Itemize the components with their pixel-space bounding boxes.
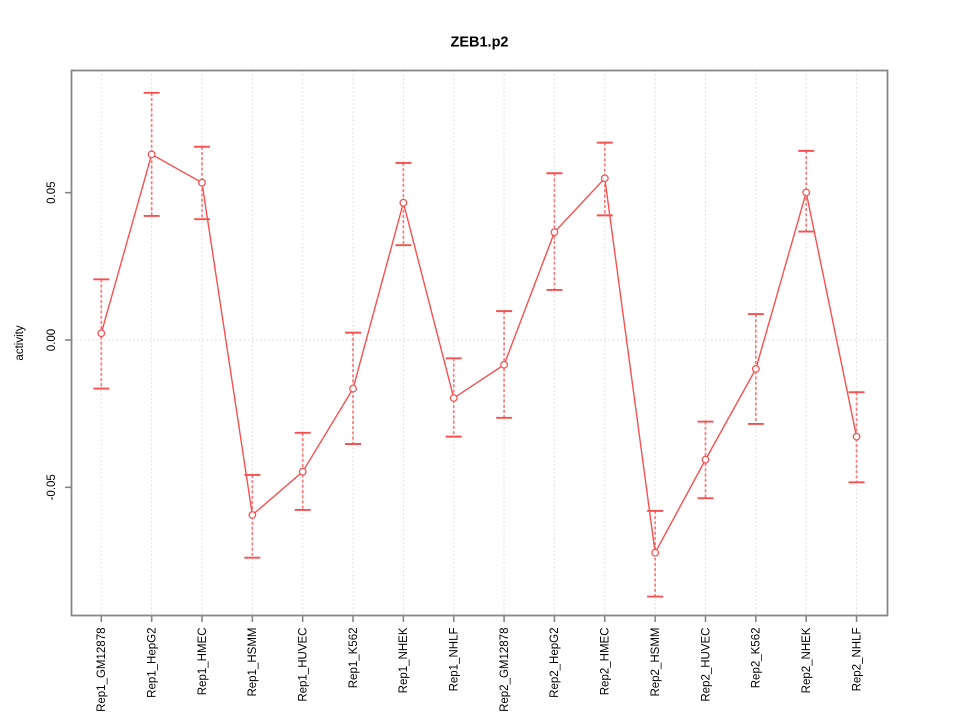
- data-point-marker: [852, 432, 861, 441]
- x-tick-label: Rep1_HepG2: [146, 628, 158, 698]
- data-point-marker: [802, 188, 811, 197]
- x-tick-label: Rep1_HMEC: [197, 628, 209, 696]
- x-tick-label: Rep1_K562: [348, 628, 360, 689]
- data-point-marker: [198, 178, 206, 187]
- y-tick-label: 0.05: [46, 182, 58, 204]
- data-point-marker: [701, 455, 710, 464]
- data-point-marker: [147, 150, 156, 159]
- data-point-marker: [600, 174, 609, 183]
- y-axis-label: activity: [14, 325, 26, 360]
- x-tick-label: Rep2_NHEK: [801, 627, 813, 693]
- data-point-marker: [298, 467, 307, 476]
- y-tick-label: 0.00: [46, 329, 58, 351]
- data-point-marker: [550, 228, 559, 237]
- plot-border: [70, 69, 889, 617]
- data-point-marker: [248, 511, 257, 519]
- chart-title: ZEB1.p2: [450, 35, 508, 51]
- x-tick-label: Rep1_HSMM: [247, 628, 259, 697]
- x-tick-label: Rep2_K562: [751, 628, 763, 689]
- data-point-marker: [449, 394, 458, 402]
- data-point-marker: [399, 198, 408, 207]
- x-tick-label: Rep2_HMEC: [600, 628, 612, 696]
- x-tick-label: Rep2_HUVEC: [700, 628, 712, 702]
- data-point-marker: [651, 548, 660, 557]
- data-point-marker: [349, 384, 357, 393]
- x-tick-label: Rep1_NHLF: [449, 628, 461, 692]
- x-tick-label: Rep1_NHEK: [398, 627, 410, 693]
- x-tick-label: Rep2_GM12878: [499, 628, 511, 712]
- data-point-marker: [97, 329, 106, 338]
- data-point-marker: [751, 364, 760, 373]
- y-tick-label: -0.05: [46, 474, 58, 500]
- x-tick-label: Rep1_GM12878: [96, 628, 108, 712]
- x-tick-label: Rep2_HSMM: [650, 628, 662, 697]
- data-point-marker: [500, 360, 509, 369]
- x-tick-label: Rep2_NHLF: [851, 628, 863, 692]
- x-tick-label: Rep2_HepG2: [549, 628, 561, 698]
- data-series-line: [100, 153, 858, 555]
- x-tick-label: Rep1_HUVEC: [297, 628, 309, 702]
